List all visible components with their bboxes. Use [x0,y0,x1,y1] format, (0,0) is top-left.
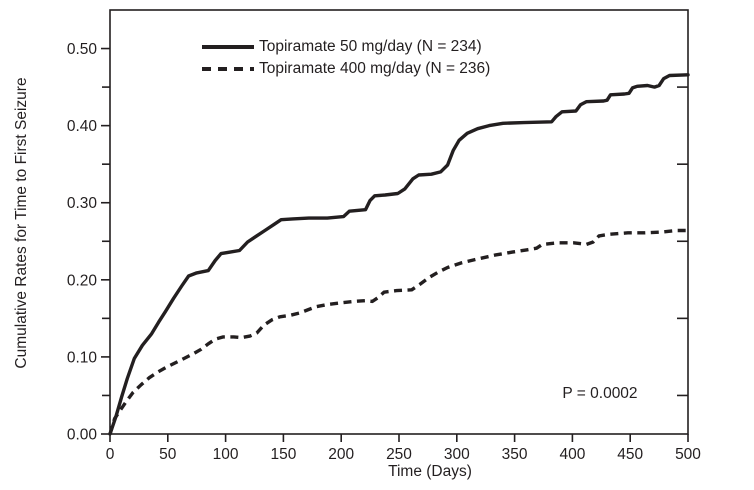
x-tick-label: 350 [502,446,528,463]
x-tick-label: 150 [270,446,296,463]
solid-line-swatch-icon [202,45,254,49]
series-line-topiramate-50 [108,73,690,436]
y-tick-label: 0.10 [67,349,98,366]
x-tick-label: 250 [386,446,412,463]
p-value-annotation: P = 0.0002 [562,385,638,402]
series-line-topiramate-400 [108,228,688,435]
x-tick-label: 100 [213,446,239,463]
x-tick-label: 300 [444,446,470,463]
x-tick-label: 400 [559,446,585,463]
y-tick-label: 0.40 [67,118,98,135]
y-tick-label: 0.00 [67,427,98,444]
y-tick-label: 0.50 [67,41,98,58]
y-axis-title: Cumulative Rates for Time to First Seizu… [13,77,30,369]
x-axis-title: Time (Days) [388,463,472,480]
legend-item-topiramate-400: Topiramate 400 mg/day (N = 236) [202,58,490,80]
y-tick-label: 0.30 [67,195,98,212]
x-tick-label: 500 [675,446,701,463]
x-tick-label: 200 [328,446,354,463]
legend-label-topiramate-400: Topiramate 400 mg/day (N = 236) [259,60,491,77]
x-tick-label: 50 [159,446,177,463]
legend-label-topiramate-50: Topiramate 50 mg/day (N = 234) [259,38,482,55]
y-tick-label: 0.20 [67,272,98,289]
legend: Topiramate 50 mg/day (N = 234) Topiramat… [202,36,490,80]
legend-item-topiramate-50: Topiramate 50 mg/day (N = 234) [202,36,490,58]
dashed-line-swatch-icon [202,67,254,71]
x-tick-label: 0 [106,446,115,463]
x-tick-label: 450 [617,446,643,463]
